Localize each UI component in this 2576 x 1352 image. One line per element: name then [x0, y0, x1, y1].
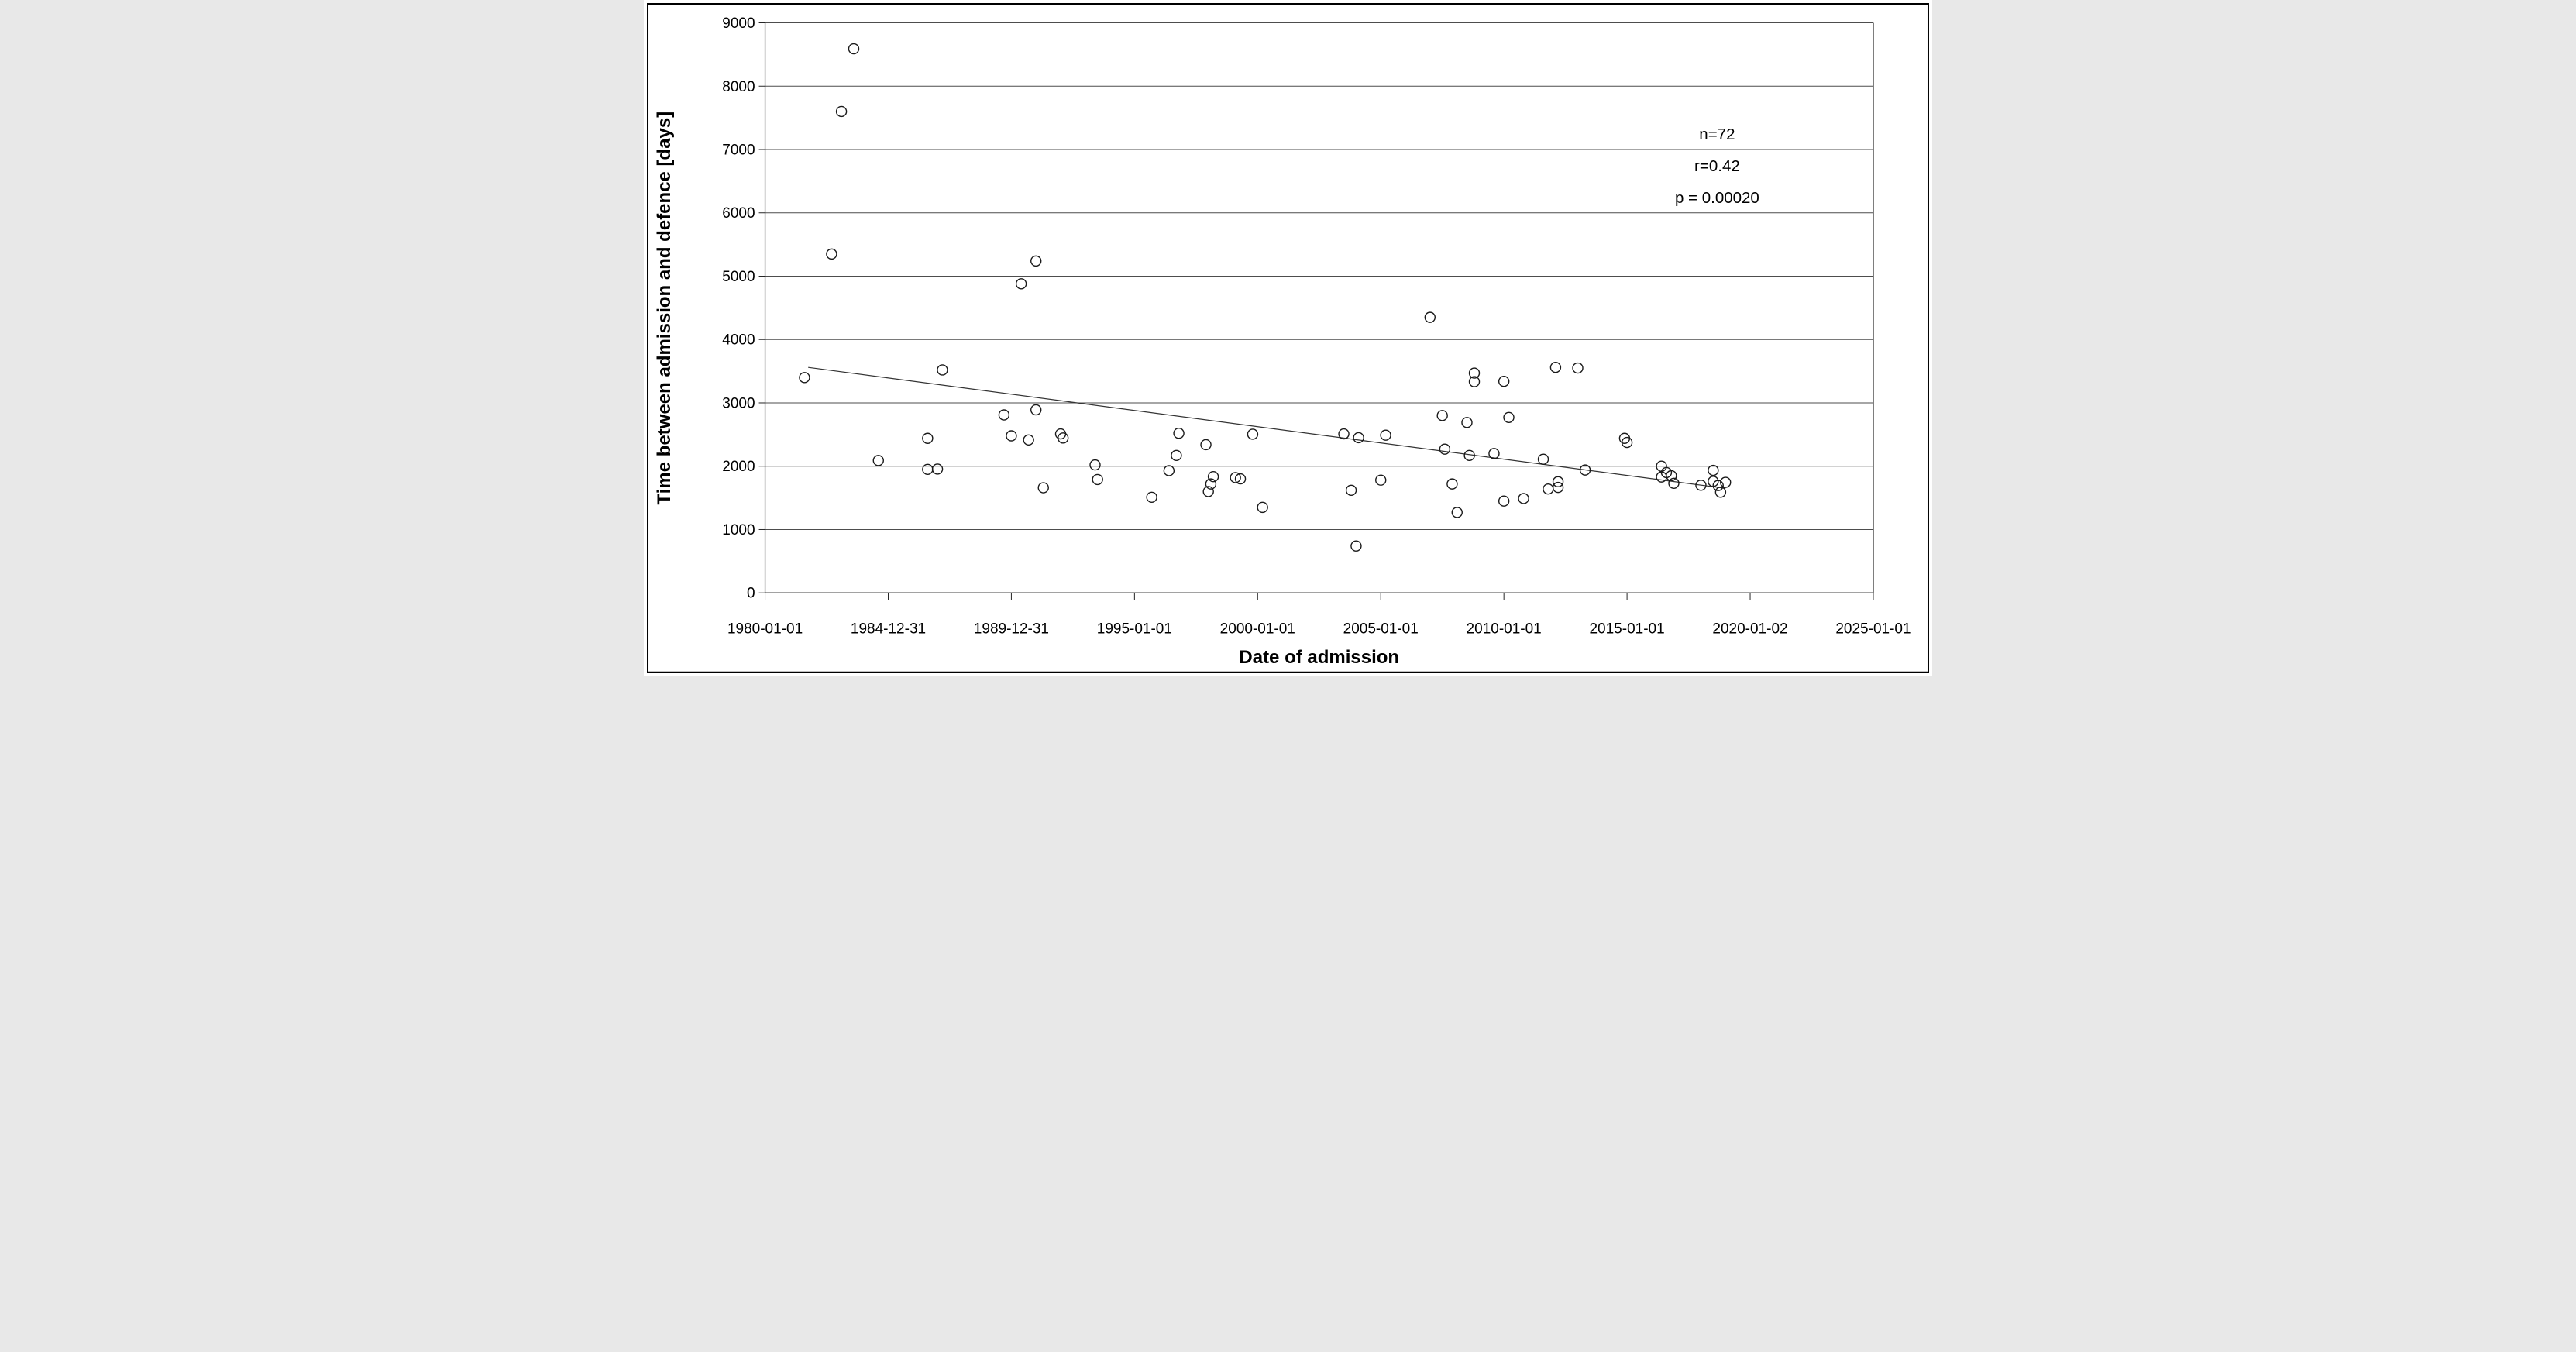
data-point — [1543, 483, 1554, 495]
x-axis-title: Date of admission — [1239, 647, 1399, 668]
data-point — [1089, 459, 1101, 471]
data-point — [1549, 362, 1562, 373]
data-point — [1712, 480, 1724, 491]
data-point — [1230, 472, 1241, 483]
data-point — [1234, 473, 1247, 485]
data-point — [1171, 449, 1182, 462]
data-point — [1537, 453, 1549, 465]
x-tick-label: 2020-01-02 — [1712, 621, 1787, 638]
data-point — [1446, 478, 1458, 490]
y-tick-label: 8000 — [722, 79, 755, 95]
data-point — [922, 432, 934, 444]
data-point — [1695, 480, 1707, 491]
data-point — [1572, 362, 1584, 374]
data-point — [937, 364, 948, 376]
data-point — [1338, 428, 1350, 440]
data-point — [848, 43, 860, 55]
data-point — [835, 105, 848, 118]
data-point — [1030, 404, 1042, 416]
x-tick-label: 1984-12-31 — [851, 621, 926, 638]
data-point — [1451, 507, 1463, 518]
data-point — [1057, 432, 1069, 444]
x-tick-label: 2000-01-01 — [1220, 621, 1295, 638]
stats-annotation: n=72 r=0.42 p = 0.00020 — [1675, 126, 1759, 207]
data-point — [1436, 410, 1448, 421]
data-point — [799, 372, 810, 384]
data-point — [1037, 482, 1049, 494]
data-point — [1146, 491, 1157, 503]
data-point — [1666, 470, 1677, 482]
y-tick-label: 1000 — [722, 522, 755, 538]
data-point — [1579, 464, 1591, 476]
data-point — [998, 409, 1010, 421]
data-point — [1207, 471, 1219, 483]
scatter-chart-figure: 0 1000 2000 3000 4000 5000 6000 7000 8000 9000 198… — [644, 0, 1932, 676]
data-point — [1163, 465, 1175, 476]
y-axis-title: Time between admission and defence [days… — [654, 112, 675, 505]
data-point — [1424, 311, 1436, 323]
data-point — [1498, 495, 1510, 507]
y-tick-label: 4000 — [722, 332, 755, 349]
axes-layer: 0 1000 2000 3000 4000 5000 6000 7000 8000 9000 198… — [722, 15, 1911, 638]
y-tick-label: 0 — [747, 586, 755, 602]
y-tick-label: 5000 — [722, 269, 755, 285]
data-point — [1202, 486, 1214, 497]
data-point — [1200, 439, 1212, 451]
trend-line — [808, 366, 1726, 489]
gridlines-layer — [765, 22, 1873, 593]
data-point — [1023, 434, 1034, 446]
annotation-n: n=72 — [1699, 126, 1735, 143]
data-point — [1173, 428, 1185, 439]
data-point — [1375, 474, 1387, 486]
data-point — [1015, 278, 1027, 290]
data-point — [1205, 478, 1217, 490]
data-point — [1345, 484, 1357, 496]
annotation-r: r=0.42 — [1694, 157, 1740, 175]
data-point — [872, 455, 884, 466]
annotation-p: p = 0.00020 — [1675, 189, 1759, 207]
data-point — [1668, 477, 1680, 490]
chart-canvas: 0 1000 2000 3000 4000 5000 6000 7000 8000 9000 198… — [644, 0, 1932, 676]
x-tick-label: 1980-01-01 — [727, 621, 803, 638]
data-point — [1353, 432, 1364, 444]
data-point — [1468, 367, 1481, 379]
data-point — [1552, 476, 1564, 487]
data-point — [1518, 493, 1529, 504]
data-point — [1552, 481, 1564, 494]
data-point — [1720, 476, 1732, 488]
data-point — [1463, 449, 1475, 462]
x-tick-label: 2015-01-01 — [1589, 621, 1664, 638]
y-tick-label: 7000 — [722, 143, 755, 159]
data-points-layer — [799, 43, 1732, 552]
data-point — [1468, 376, 1481, 387]
y-tick-label: 9000 — [722, 15, 755, 32]
data-point — [1498, 375, 1510, 387]
y-tick-label: 6000 — [722, 205, 755, 222]
data-point — [1488, 448, 1500, 459]
data-point — [1439, 443, 1451, 455]
data-point — [1257, 501, 1268, 514]
data-point — [1621, 436, 1633, 449]
data-point — [1247, 428, 1259, 440]
data-point — [1503, 411, 1515, 423]
data-point — [1714, 487, 1727, 498]
data-point — [1708, 464, 1719, 476]
x-tick-label: 2005-01-01 — [1343, 621, 1419, 638]
data-point — [1350, 540, 1362, 552]
data-point — [1380, 429, 1391, 441]
chart-border — [647, 3, 1929, 673]
data-point — [826, 248, 837, 260]
data-point — [1006, 430, 1017, 442]
y-tick-label: 3000 — [722, 395, 755, 411]
data-point — [1030, 255, 1042, 267]
x-tick-label: 2010-01-01 — [1467, 621, 1542, 638]
x-tick-label: 1995-01-01 — [1097, 621, 1172, 638]
data-point — [1092, 473, 1103, 486]
data-point — [931, 463, 944, 475]
x-tick-label: 1989-12-31 — [974, 621, 1049, 638]
x-tick-label: 2025-01-01 — [1835, 621, 1911, 638]
y-tick-label: 2000 — [722, 459, 755, 475]
data-point — [1461, 417, 1473, 428]
